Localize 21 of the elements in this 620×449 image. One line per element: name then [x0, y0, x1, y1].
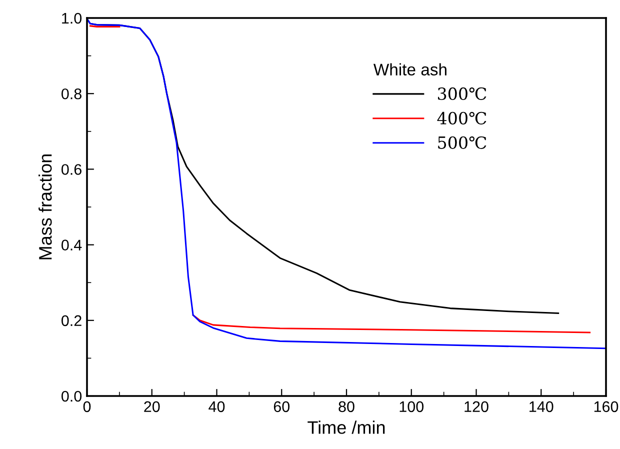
legend-title: White ash [373, 63, 446, 76]
x-tick-label: 120 [464, 401, 488, 412]
y-tick-label: 0.6 [62, 164, 82, 175]
x-tick-label: 100 [400, 401, 424, 412]
y-tick-label: 0.0 [62, 390, 82, 402]
x-axis-title: Time /min [308, 420, 385, 434]
y-tick-label: 1.0 [62, 12, 82, 24]
y-tick-label: 0.8 [62, 88, 82, 100]
x-tick-label: 160 [594, 401, 618, 412]
legend-label: 500℃ [438, 136, 486, 149]
x-tick-label: 40 [208, 401, 225, 412]
legend-label: 300℃ [438, 87, 486, 100]
x-tick-label: 60 [274, 401, 290, 412]
x-tick-label: 20 [144, 401, 160, 412]
x-tick-label: 140 [530, 401, 554, 412]
y-tick-label: 0.4 [62, 240, 82, 250]
legend-label: 400℃ [437, 112, 486, 124]
y-axis-title: Mass fraction [38, 154, 52, 260]
x-tick-label: 80 [338, 401, 354, 412]
x-tick-label: 0 [83, 401, 91, 412]
y-tick-label: 0.2 [62, 315, 82, 326]
